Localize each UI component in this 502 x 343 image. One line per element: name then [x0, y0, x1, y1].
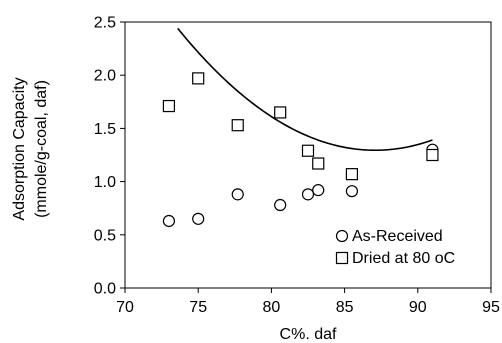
x-tick-label: 95 — [482, 299, 500, 316]
data-point-dried — [192, 72, 205, 85]
x-tick-label: 85 — [336, 299, 354, 316]
data-point-as-received — [192, 212, 205, 225]
data-point-as-received — [274, 198, 287, 212]
x-axis-ticks: 70 75 80 85 90 95 — [116, 288, 500, 316]
data-point-as-received — [345, 185, 359, 198]
y-axis-title: Adsorption Capacity (mmole/g-coal, daf) — [11, 77, 50, 220]
plot-area-border — [124, 21, 492, 289]
data-point-dried — [231, 119, 244, 132]
legend-label-as-received: As-Received — [352, 228, 443, 245]
legend: As-Received Dried at 80 oC — [335, 228, 455, 267]
data-point-as-received — [231, 188, 244, 201]
x-tick-label: 80 — [263, 299, 281, 316]
y-tick-label: 2.0 — [94, 68, 116, 85]
y-tick-label: 1.5 — [94, 121, 116, 138]
data-point-dried — [301, 144, 315, 157]
data-point-dried — [426, 148, 439, 162]
data-point-as-received — [312, 184, 325, 197]
trendlines — [177, 27, 433, 152]
legend-marker-circle — [335, 229, 349, 243]
legend-item-as-received: As-Received — [335, 228, 443, 245]
data-point-dried — [162, 99, 176, 113]
y-tick-label: 0.5 — [94, 227, 116, 244]
y-axis-title-line-1: Adsorption Capacity — [11, 77, 28, 220]
y-tick-label: 0.0 — [94, 281, 116, 298]
data-point-as-received — [162, 214, 176, 228]
x-tick-label: 90 — [409, 299, 427, 316]
y-tick-label: 2.5 — [94, 15, 116, 32]
x-axis-title: C%. daf — [280, 326, 337, 343]
y-tick-label: 1.0 — [94, 174, 116, 191]
data-markers — [162, 72, 439, 228]
legend-marker-square — [335, 251, 349, 265]
x-tick-label: 70 — [116, 299, 134, 316]
x-tick-label: 75 — [189, 299, 207, 316]
legend-label-dried: Dried at 80 oC — [352, 250, 455, 267]
data-point-dried — [312, 157, 325, 170]
legend-item-dried: Dried at 80 oC — [335, 250, 455, 267]
plot-frame — [124, 21, 492, 289]
y-axis-ticks: 0.0 0.5 1.0 1.5 2.0 2.5 — [94, 15, 125, 298]
data-point-dried — [274, 106, 287, 119]
trendline-dried — [177, 27, 433, 152]
data-point-dried — [345, 168, 359, 181]
y-axis-title-line-2: (mmole/g-coal, daf) — [33, 80, 50, 218]
data-point-as-received — [301, 188, 315, 201]
